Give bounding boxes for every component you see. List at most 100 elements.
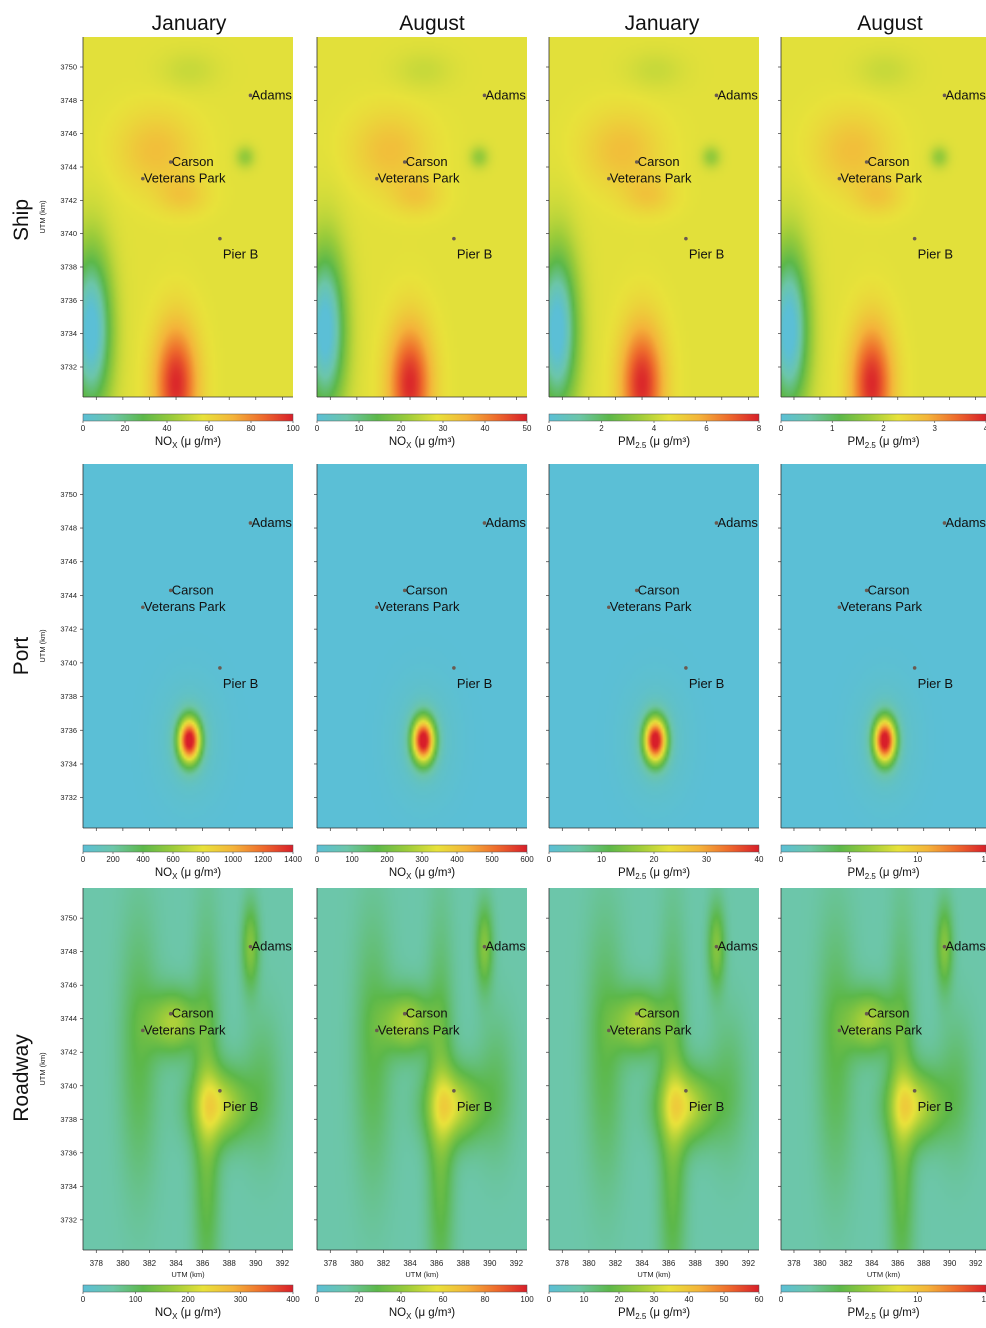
site-label: Carson	[172, 1006, 214, 1021]
colorbar-tick-label: 300	[234, 1295, 248, 1304]
colorbar-tick-label: 50	[523, 424, 532, 433]
x-tick-label: 382	[839, 1259, 853, 1268]
site-label: Adams	[251, 515, 292, 530]
site-marker	[607, 176, 611, 181]
y-tick-label: 3734	[60, 329, 77, 338]
site-marker	[482, 521, 487, 525]
site-marker	[482, 93, 487, 98]
colorbar	[780, 844, 986, 853]
site-marker	[634, 588, 639, 593]
colorbar-tick-label: 800	[196, 855, 210, 864]
colorbar-tick-label: 500	[485, 855, 499, 864]
site-marker	[482, 944, 487, 949]
site-label: Veterans Park	[144, 1022, 226, 1037]
y-tick-label: 3748	[60, 524, 77, 533]
column-title: August	[857, 12, 923, 35]
y-tick-label: 3746	[60, 981, 77, 990]
colorbar-tick-label: 50	[720, 1295, 729, 1304]
heatmap-field	[549, 37, 759, 397]
colorbar-tick-label: 40	[397, 1295, 406, 1304]
column-headers: January August January August	[152, 12, 923, 35]
colorbar-tick-label: 400	[286, 1295, 300, 1304]
y-tick-label: 3740	[60, 229, 77, 238]
colorbar-tick-label: 600	[166, 855, 180, 864]
colorbar	[780, 1284, 986, 1293]
colorbar-tick-label: 0	[547, 1295, 552, 1304]
x-tick-label: 392	[276, 1259, 290, 1268]
colorbar-tick-label: 100	[286, 424, 300, 433]
y-tick-label: 3744	[60, 1014, 77, 1023]
site-marker	[634, 160, 639, 164]
y-axis-label: UTM (km)	[38, 629, 47, 663]
colorbar-label: PM2.5 (μ g/m³)	[847, 1307, 919, 1321]
site-marker	[218, 666, 222, 670]
colorbar-tick-label: 40	[755, 855, 764, 864]
row-title: Roadway	[10, 1034, 33, 1122]
site-marker	[607, 605, 611, 610]
colorbar	[82, 844, 294, 853]
y-tick-label: 3742	[60, 1048, 77, 1057]
heatmap-panel: Adams Carson Veterans Park Pier B 0 10 20 30 40 5…	[314, 37, 532, 450]
x-axis-label: UTM (km)	[637, 1270, 671, 1279]
site-label: Adams	[717, 87, 758, 102]
colorbar-label: NOX (μ g/m³)	[389, 867, 455, 881]
y-tick-label: 3746	[60, 557, 77, 566]
site-label: Pier B	[918, 1099, 953, 1114]
site-marker	[634, 1011, 639, 1016]
heatmap-field	[83, 464, 293, 828]
site-marker	[168, 1011, 173, 1016]
colorbar-tick-label: 40	[163, 424, 172, 433]
y-tick-label: 3732	[60, 1215, 77, 1224]
x-tick-label: 392	[969, 1259, 983, 1268]
colorbar-tick-label: 20	[615, 1295, 624, 1304]
row-title: Ship	[10, 199, 33, 241]
colorbar	[548, 413, 760, 422]
colorbar-label: PM2.5 (μ g/m³)	[847, 867, 919, 881]
column-title: January	[152, 12, 227, 35]
site-label: Veterans Park	[840, 171, 922, 186]
colorbar-tick-label: 200	[181, 1295, 195, 1304]
site-marker	[837, 176, 842, 181]
site-marker	[248, 521, 253, 525]
site-marker	[837, 605, 842, 610]
colorbar-tick-label: 20	[121, 424, 130, 433]
x-tick-label: 380	[582, 1259, 596, 1268]
site-label: Veterans Park	[610, 599, 692, 614]
colorbar-label: PM2.5 (μ g/m³)	[618, 1307, 690, 1321]
colorbar-tick-label: 0	[547, 424, 552, 433]
heatmap-field	[83, 37, 293, 397]
column-title: August	[399, 12, 465, 35]
site-label: Adams	[251, 939, 292, 954]
site-marker	[141, 1028, 145, 1033]
x-tick-label: 382	[609, 1259, 623, 1268]
colorbar-label: PM2.5 (μ g/m³)	[847, 436, 919, 450]
x-tick-label: 388	[223, 1259, 237, 1268]
y-tick-label: 3732	[60, 363, 77, 372]
site-label: Pier B	[918, 247, 953, 262]
colorbar-tick-label: 0	[81, 1295, 86, 1304]
colorbar-label: NOX (μ g/m³)	[389, 1307, 455, 1321]
site-marker	[402, 1011, 407, 1016]
colorbar-tick-label: 80	[247, 424, 256, 433]
heatmap-panel: 3732 3734 3736 3738 3740 3742 3744 3746 3748 3750…	[38, 464, 302, 881]
colorbar-tick-label: 5	[847, 1295, 852, 1304]
site-label: Veterans Park	[378, 171, 460, 186]
heatmap-panel: 3732 3734 3736 3738 3740 3742 3744 3746 3748 3750…	[38, 37, 300, 450]
y-tick-label: 3736	[60, 296, 77, 305]
x-tick-label: 388	[689, 1259, 703, 1268]
site-label: Veterans Park	[378, 1022, 460, 1037]
heatmap-field	[317, 888, 527, 1250]
site-label: Pier B	[457, 676, 492, 691]
x-axis-label: UTM (km)	[171, 1270, 205, 1279]
colorbar-tick-label: 1400	[284, 855, 302, 864]
site-label: Veterans Park	[144, 171, 226, 186]
heatmap-field	[549, 888, 759, 1250]
site-marker	[714, 521, 719, 525]
colorbar	[780, 413, 986, 422]
colorbar-tick-label: 0	[315, 855, 320, 864]
y-tick-label: 3748	[60, 947, 77, 956]
y-tick-label: 3748	[60, 96, 77, 105]
site-label: Adams	[485, 87, 526, 102]
x-tick-label: 380	[116, 1259, 130, 1268]
x-tick-label: 380	[350, 1259, 364, 1268]
